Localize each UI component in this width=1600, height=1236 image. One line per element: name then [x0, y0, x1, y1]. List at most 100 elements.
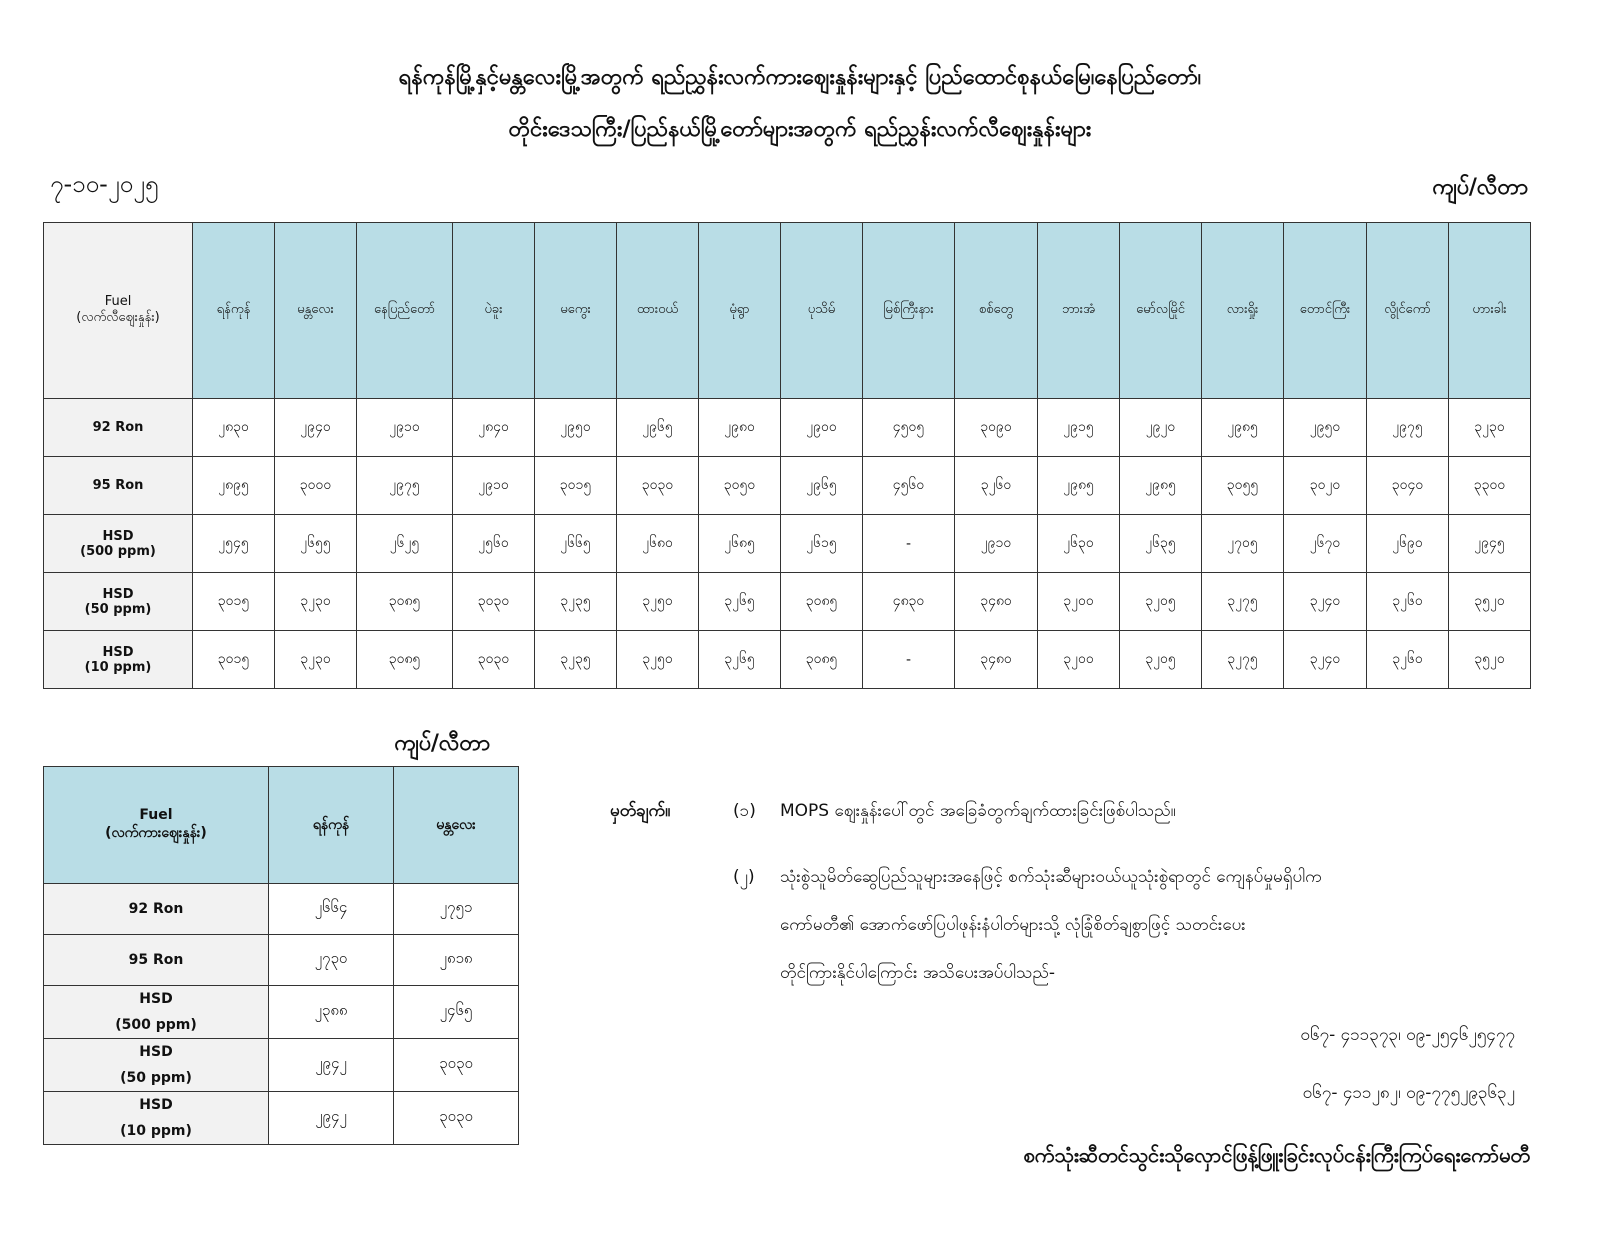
- city-header: ပုသိမ်: [780, 222, 863, 399]
- price-cell: ၃၀၈၅: [780, 630, 863, 689]
- price-cell: ၂၉၇၅: [1366, 398, 1449, 457]
- table-row: HSD (50 ppm) ၂၉၄၂ ၃၀၃၀: [43, 1038, 519, 1092]
- price-cell: ၃၂၀၀: [1037, 630, 1120, 689]
- price-cell: ၃၀၈၅: [356, 630, 453, 689]
- date: ၇-၁၀-၂၀၂၅: [50, 170, 159, 198]
- price-cell: ၂၄၆၅: [393, 985, 519, 1039]
- price-cell: ၂၉၁၀: [954, 514, 1038, 573]
- fuel-type-label: 95 Ron: [128, 952, 184, 968]
- price-cell: ၃၀၅၅: [1201, 456, 1284, 515]
- price-cell: ၂၉၇၅: [356, 456, 453, 515]
- city-header: ပဲခူး: [452, 222, 535, 399]
- note-2-line-1: သုံးစွဲသူမိတ်ဆွေပြည်သူများအနေဖြင့် စက်သု…: [780, 867, 1322, 887]
- committee-name: စက်သုံးဆီတင်သွင်းသိုလှောင်ဖြန့်ဖြူးခြင်း…: [1023, 1143, 1530, 1167]
- price-cell: ၃၀၃၀: [393, 1038, 519, 1092]
- title-line-1: ရန်ကုန်မြို့နှင့်မန္တလေးမြို့အတွက် ရည်ညွ…: [398, 65, 1202, 90]
- price-cell: ၂၇၀၅: [1201, 514, 1284, 573]
- fuel-header-label: Fuel: [104, 293, 132, 309]
- fuel-type-label: 92 Ron: [92, 420, 144, 435]
- city-header: နေပြည်တော်: [356, 222, 453, 399]
- price-cell: ၂၆၉၀: [1366, 514, 1449, 573]
- price-cell: ၃၂၀၅: [1119, 572, 1202, 631]
- city-header: ဘားအံ: [1037, 222, 1120, 399]
- price-cell: ၂၆၈၀: [616, 514, 699, 573]
- price-cell: ၂၉၀၀: [780, 398, 863, 457]
- price-cell: ၂၈၉၅: [192, 456, 275, 515]
- fuel-type: 95 Ron: [43, 456, 193, 515]
- price-cell: ၃၅၂၀: [1448, 572, 1531, 631]
- price-cell: ၃၀၁၅: [192, 630, 275, 689]
- price-cell: ၃၄၈၀: [954, 630, 1038, 689]
- price-cell: ၃၂၀၀: [1037, 572, 1120, 631]
- fuel-type: 95 Ron: [43, 934, 269, 986]
- note-1-text: MOPS ဈေးနှုန်းပေါ်တွင် အခြေခံတွက်ချက်ထား…: [780, 801, 1176, 821]
- wholesale-unit-label: ကျပ်/လီတာ: [394, 731, 490, 756]
- city-header: မြစ်ကြီးနား: [862, 222, 955, 399]
- price-cell: ၂၉၁၀: [356, 398, 453, 457]
- fuel-type: HSD (50 ppm): [43, 572, 193, 631]
- city-header: ရန်ကုန်: [192, 222, 275, 399]
- fuel-type-label: HSD: [139, 1097, 173, 1113]
- fuel-type: HSD (10 ppm): [43, 630, 193, 689]
- city-header: မန္တလေး: [274, 222, 357, 399]
- price-cell: ၂၅၄၅: [192, 514, 275, 573]
- phone-numbers-1: ၀၆၇- ၄၁၁၃၇၃၊ ၀၉-၂၅၄၆၂၅၄၇၇: [1300, 1025, 1515, 1045]
- table-row: 95 Ron ၂၇၃၀ ၂၈၁၈: [43, 934, 519, 986]
- note-2-number: (၂): [733, 867, 755, 887]
- price-cell: -: [862, 630, 955, 689]
- fuel-grade-label: (500 ppm): [80, 543, 156, 559]
- price-cell: ၃၂၃၀: [1448, 398, 1531, 457]
- price-cell: ၂၆၃၀: [1037, 514, 1120, 573]
- price-cell: ၃၀၈၅: [356, 572, 453, 631]
- table-row: HSD (50 ppm) ၃၀၁၅ ၃၂၃၀ ၃၀၈၅ ၃၀၃၀ ၃၂၃၅ ၃၂၅၀ ၃၂၆၅၃…: [43, 572, 1531, 631]
- price-cell: ၂၆၇၀: [1283, 514, 1367, 573]
- price-cell: ၃၂၄၀: [1283, 630, 1367, 689]
- unit-label: ကျပ်/လီတာ: [1432, 175, 1528, 200]
- price-cell: ၄၅၆၀: [862, 456, 955, 515]
- phone-numbers-2: ၀၆၇- ၄၁၁၂၈၂၊ ၀၉-၇၇၅၂၉၃၆၃၂: [1302, 1083, 1515, 1103]
- retail-price-table: Fuel (လက်လီဈေးနှုန်း) ရန်ကုန် မန္တလေး နေပြည…: [43, 222, 1531, 689]
- price-cell: ၂၅၆၀: [452, 514, 535, 573]
- price-cell: ၂၉၈၀: [698, 398, 781, 457]
- price-cell: ၂၉၅၀: [534, 398, 617, 457]
- price-cell: ၂၉၁၅: [1037, 398, 1120, 457]
- price-cell: ၂၈၃၀: [192, 398, 275, 457]
- table-row: HSD (500 ppm) ၂၃၈၈ ၂၄၆၅: [43, 985, 519, 1039]
- price-cell: ၂၉၈၅: [1119, 456, 1202, 515]
- fuel-type-label: HSD: [102, 586, 134, 602]
- price-cell: ၂၉၁၀: [452, 456, 535, 515]
- price-cell: ၃၂၆၀: [1366, 630, 1449, 689]
- table-row: HSD (500 ppm) ၂၅၄၅ ၂၆၅၅ ၂၆၂၅ ၂၅၆၀ ၂၆၆၅ ၂၆၈၀ ၂၆၈၅…: [43, 514, 1531, 573]
- price-cell: ၃၀၃၀: [393, 1091, 519, 1145]
- city-header: စစ်တွေ: [954, 222, 1038, 399]
- city-header: မုံရွာ: [698, 222, 781, 399]
- city-header: ဟားခါး: [1448, 222, 1531, 399]
- fuel-grade-label: (10 ppm): [84, 659, 152, 675]
- price-cell: ၃၂၅၀: [616, 572, 699, 631]
- price-cell: ၂၉၆၅: [780, 456, 863, 515]
- price-cell: ၃၄၈၀: [954, 572, 1038, 631]
- fuel-type: 92 Ron: [43, 398, 193, 457]
- fuel-type-label: HSD: [139, 991, 173, 1007]
- price-cell: ၂၈၄၀: [452, 398, 535, 457]
- city-header: မန္တလေး: [393, 766, 519, 884]
- city-header: လားရှိုး: [1201, 222, 1284, 399]
- price-cell: ၃၀၅၀: [698, 456, 781, 515]
- price-cell: ၂၉၅၀: [1283, 398, 1367, 457]
- note-2-line-3: တိုင်ကြားနိုင်ပါကြောင်း အသိပေးအပ်ပါသည်-: [780, 963, 1056, 983]
- fuel-type: HSD (50 ppm): [43, 1038, 269, 1092]
- table-row: 95 Ron ၂၈၉၅ ၃၀၀၀ ၂၉၇၅ ၂၉၁၀ ၃၀၁၅ ၃၀၃၀ ၃၀၅၀ ၂၉၆၅ ၄၅…: [43, 456, 1531, 515]
- price-cell: ၂၉၂၀: [1119, 398, 1202, 457]
- city-header: လွိုင်ကော်: [1366, 222, 1449, 399]
- fuel-type-label: 92 Ron: [128, 901, 184, 917]
- fuel-type-label: HSD: [139, 1044, 173, 1060]
- fuel-type-label: HSD: [102, 644, 134, 660]
- price-cell: ၃၂၃၀: [274, 630, 357, 689]
- fuel-type: 92 Ron: [43, 883, 269, 935]
- price-cell: ၂၉၄၂: [268, 1038, 394, 1092]
- price-cell: ၂၆၂၅: [356, 514, 453, 573]
- price-cell: ၃၀၈၅: [780, 572, 863, 631]
- price-cell: ၃၀၁၅: [192, 572, 275, 631]
- fuel-type: HSD (500 ppm): [43, 514, 193, 573]
- price-cell: ၃၀၀၀: [274, 456, 357, 515]
